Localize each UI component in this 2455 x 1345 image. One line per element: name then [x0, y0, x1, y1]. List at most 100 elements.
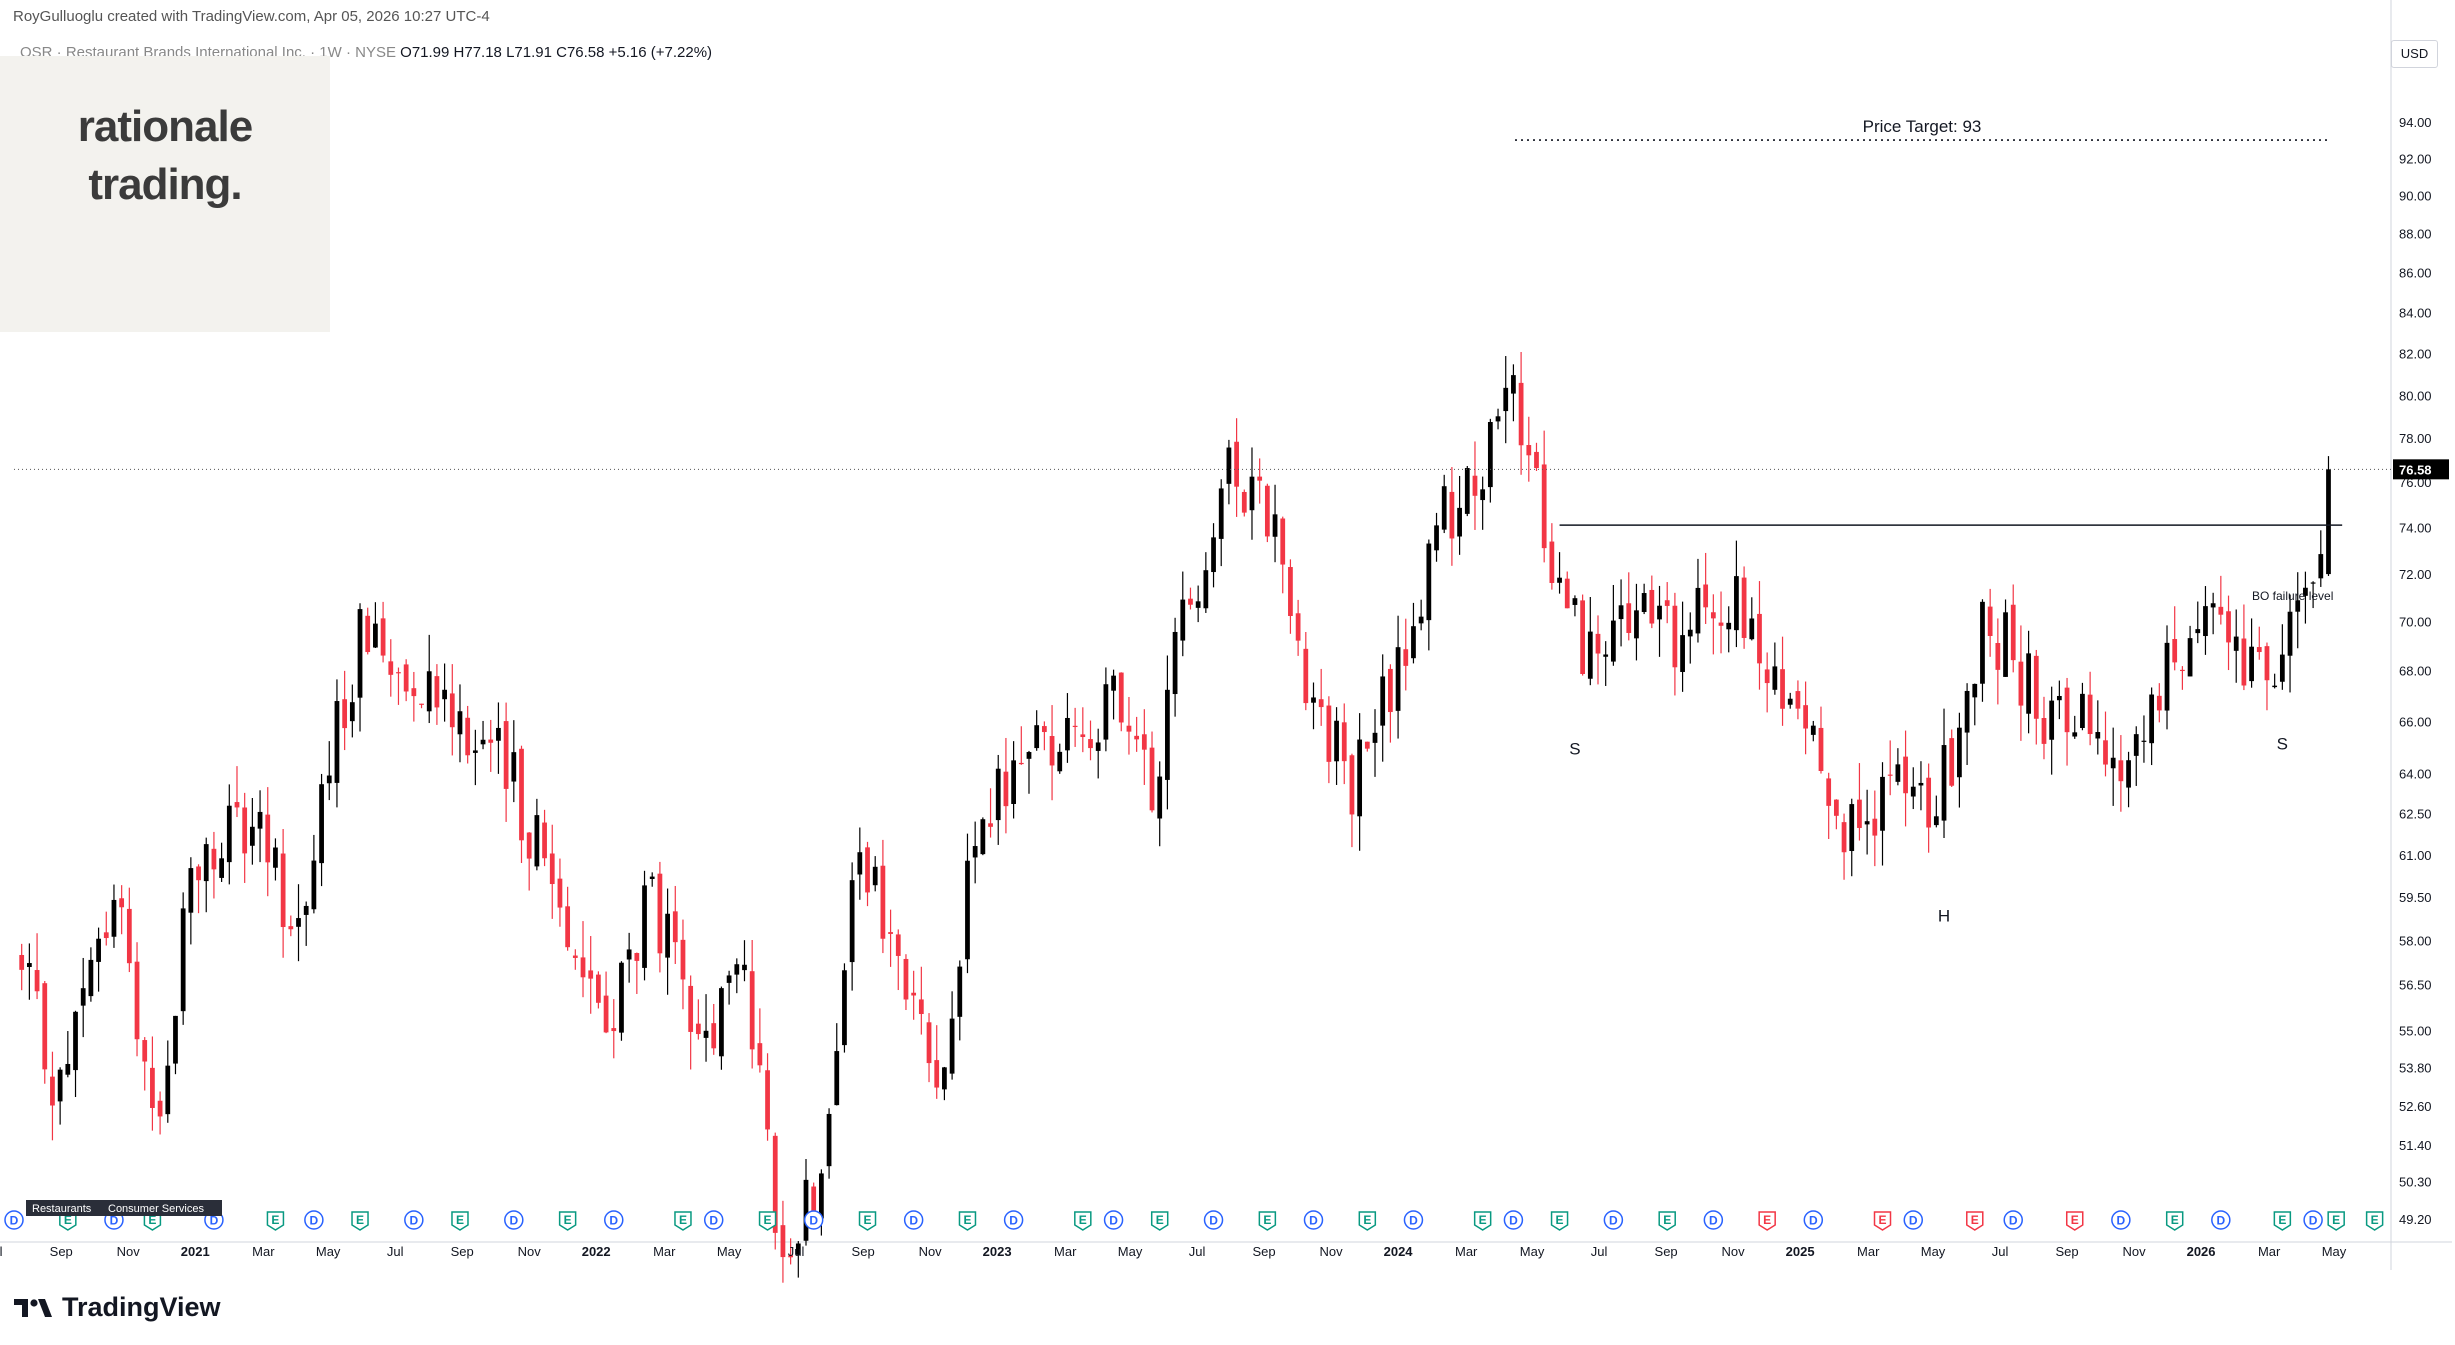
candle[interactable]: [1918, 761, 1924, 811]
candle[interactable]: [1864, 789, 1870, 855]
candle[interactable]: [572, 949, 578, 970]
candle[interactable]: [2156, 683, 2162, 723]
candle[interactable]: [1810, 720, 1816, 742]
candle[interactable]: [150, 1036, 155, 1131]
earnings-marker[interactable]: E: [2065, 1211, 2084, 1231]
candle[interactable]: [634, 952, 640, 994]
candle[interactable]: [1226, 439, 1232, 505]
dividend-marker[interactable]: D: [1603, 1210, 1624, 1230]
candle[interactable]: [2033, 649, 2039, 745]
candle[interactable]: [672, 885, 678, 964]
candle[interactable]: [1203, 552, 1209, 613]
candle[interactable]: [380, 601, 386, 663]
candle[interactable]: [1272, 484, 1278, 563]
candle[interactable]: [2103, 711, 2108, 777]
earnings-marker[interactable]: E: [1074, 1211, 1092, 1231]
candle[interactable]: [1910, 767, 1916, 810]
candle[interactable]: [519, 745, 524, 863]
candle[interactable]: [1126, 696, 1132, 755]
candle[interactable]: [542, 809, 547, 867]
candle[interactable]: [1987, 588, 1993, 657]
candle[interactable]: [1764, 652, 1770, 713]
candle[interactable]: [1149, 731, 1155, 813]
candle[interactable]: [1672, 592, 1678, 696]
candle[interactable]: [1857, 763, 1862, 841]
candle[interactable]: [1849, 798, 1855, 877]
candle[interactable]: [1457, 475, 1462, 555]
candle[interactable]: [1326, 696, 1332, 784]
candle[interactable]: [619, 961, 624, 1041]
candle[interactable]: [2180, 666, 2185, 690]
candle[interactable]: [1780, 636, 1785, 726]
dividend-marker[interactable]: D: [404, 1210, 424, 1230]
candle[interactable]: [1049, 705, 1055, 801]
candle[interactable]: [603, 971, 609, 1034]
candle[interactable]: [1595, 615, 1601, 685]
candle[interactable]: [480, 720, 486, 750]
candle[interactable]: [1826, 772, 1832, 840]
candle[interactable]: [1741, 566, 1747, 649]
dividend-marker[interactable]: D: [903, 1210, 924, 1230]
candle[interactable]: [388, 639, 394, 697]
candle[interactable]: [688, 975, 694, 1070]
candle[interactable]: [296, 884, 301, 962]
dividend-marker[interactable]: D: [304, 1210, 324, 1230]
candle[interactable]: [1949, 729, 1955, 788]
candle[interactable]: [1388, 664, 1393, 743]
dividend-marker[interactable]: D: [504, 1210, 524, 1230]
candle[interactable]: [1572, 595, 1578, 617]
candle[interactable]: [657, 861, 663, 973]
candle[interactable]: [734, 958, 740, 994]
candle[interactable]: [972, 821, 978, 884]
candle[interactable]: [526, 832, 532, 891]
dividend-marker[interactable]: D: [703, 1210, 724, 1230]
candle[interactable]: [2233, 609, 2239, 683]
candle[interactable]: [319, 773, 324, 887]
candle[interactable]: [1088, 720, 1093, 761]
candle[interactable]: [103, 911, 109, 946]
candle[interactable]: [2210, 592, 2216, 635]
candle[interactable]: [765, 1053, 770, 1141]
candle[interactable]: [242, 792, 248, 883]
candle[interactable]: [1103, 667, 1109, 752]
candle[interactable]: [2080, 682, 2085, 731]
candle[interactable]: [1118, 672, 1124, 732]
candle[interactable]: [749, 940, 755, 1069]
dividend-marker[interactable]: D: [2003, 1210, 2023, 1230]
candle[interactable]: [134, 942, 140, 1057]
candle[interactable]: [557, 858, 563, 927]
candle[interactable]: [1303, 631, 1309, 711]
candle[interactable]: [2218, 575, 2224, 625]
candle[interactable]: [142, 1037, 148, 1091]
candle[interactable]: [326, 741, 332, 801]
earnings-marker[interactable]: E: [266, 1211, 285, 1231]
candle[interactable]: [419, 703, 424, 709]
candle[interactable]: [303, 901, 309, 946]
candle[interactable]: [1288, 559, 1293, 634]
candle[interactable]: [2303, 571, 2308, 624]
price-axis[interactable]: 94.00 92.00 90.00 88.00 86.00 84.00 82.00 80.00…: [2393, 115, 2449, 1227]
candle[interactable]: [1195, 585, 1201, 623]
candle[interactable]: [1072, 707, 1078, 747]
candle[interactable]: [1803, 681, 1808, 755]
candle[interactable]: [588, 936, 594, 1014]
candle[interactable]: [1311, 682, 1316, 730]
candle[interactable]: [2056, 680, 2062, 720]
earnings-marker[interactable]: E: [1473, 1211, 1492, 1231]
earnings-marker[interactable]: E: [958, 1211, 977, 1231]
candle[interactable]: [649, 872, 655, 887]
candle[interactable]: [1111, 669, 1116, 720]
candle[interactable]: [1610, 584, 1616, 666]
candle[interactable]: [34, 933, 40, 1000]
candle[interactable]: [1264, 483, 1270, 543]
candle[interactable]: [2110, 727, 2116, 806]
candle[interactable]: [1257, 458, 1263, 504]
candle[interactable]: [1564, 571, 1570, 609]
candle[interactable]: [1141, 709, 1147, 785]
candle[interactable]: [1541, 430, 1547, 563]
candle[interactable]: [980, 817, 986, 856]
candle[interactable]: [1895, 748, 1901, 786]
candle[interactable]: [711, 1003, 717, 1055]
candle[interactable]: [373, 602, 378, 648]
candle[interactable]: [2187, 625, 2193, 677]
